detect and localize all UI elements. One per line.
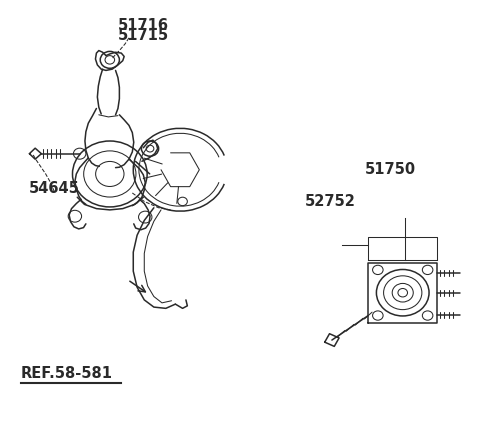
Text: REF.58-581: REF.58-581 bbox=[21, 366, 113, 381]
Text: 54645: 54645 bbox=[28, 181, 79, 196]
Text: 51715: 51715 bbox=[118, 28, 169, 43]
Text: 52752: 52752 bbox=[305, 194, 356, 209]
Text: 51716: 51716 bbox=[118, 18, 169, 33]
Text: 51750: 51750 bbox=[364, 162, 416, 177]
